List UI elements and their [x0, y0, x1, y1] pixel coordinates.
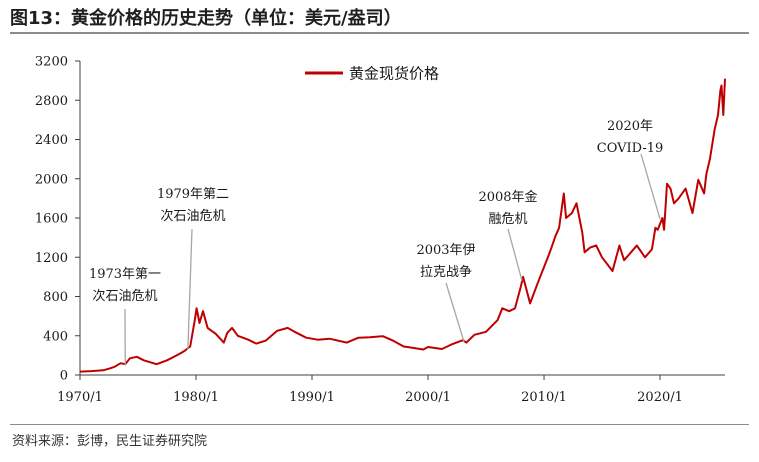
annotation-label: 2020年	[607, 119, 653, 134]
y-tick-label: 2400	[35, 133, 68, 148]
legend: 黄金现货价格	[305, 65, 439, 83]
annotations-layer: 1973年第一次石油危机1979年第二次石油危机2003年伊拉克战争2008年金…	[89, 119, 664, 366]
annotation-label: 1979年第二	[157, 187, 229, 202]
y-tick-label: 800	[43, 290, 68, 305]
x-tick-label: 1970/1	[57, 390, 103, 405]
annotation-label: 2003年伊	[416, 243, 475, 258]
x-tick-label: 2020/1	[637, 390, 683, 405]
annotation-leader	[640, 153, 661, 220]
x-axis-ticks: 1970/1 1980/1 1990/1 2000/1 2010/1 2020/1	[57, 375, 683, 405]
y-axis-ticks: 0 400 800 1200 1600 2000 2400 2800 3200	[35, 55, 80, 384]
y-tick-label: 3200	[35, 55, 68, 70]
y-tick-label: 400	[43, 329, 68, 344]
x-tick-label: 2000/1	[405, 390, 451, 405]
y-tick-label: 2800	[35, 94, 68, 109]
footer-divider	[10, 424, 749, 425]
annotation-label: 融危机	[488, 212, 527, 227]
x-tick-label: 1980/1	[173, 390, 219, 405]
annotation-label: 拉克战争	[420, 265, 472, 280]
annotation-leader	[445, 282, 465, 342]
y-tick-label: 2000	[35, 172, 68, 187]
annotation-leader	[187, 228, 193, 350]
chart-title: 图13：黄金价格的历史走势（单位：美元/盎司）	[10, 8, 402, 29]
x-tick-label: 2010/1	[521, 390, 567, 405]
annotation-label: 2008年金	[478, 189, 537, 205]
gold-price-line	[79, 78, 726, 373]
source-note: 资料来源：彭博，民生证券研究院	[12, 434, 208, 449]
x-tick-label: 1990/1	[289, 390, 335, 405]
legend-label: 黄金现货价格	[349, 65, 439, 83]
y-tick-label: 1200	[35, 251, 68, 266]
annotation-label: 次石油危机	[92, 288, 157, 304]
series-layer	[79, 78, 726, 373]
annotation-label: 次石油危机	[160, 208, 225, 224]
annotation-leader	[507, 228, 523, 281]
annotation-label: COVID-19	[597, 141, 664, 156]
y-tick-label: 1600	[35, 212, 68, 227]
title-divider	[10, 32, 749, 34]
y-tick-label: 0	[60, 369, 68, 384]
annotation-label: 1973年第一	[89, 267, 161, 282]
